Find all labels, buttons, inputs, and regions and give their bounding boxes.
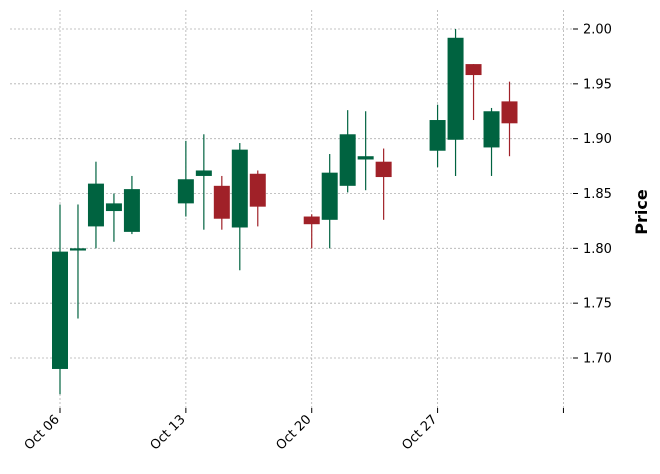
- candle-body-down: [465, 64, 482, 76]
- axis-layer: 1.70 1.75 1.80 1.85 1.90 1.95 2.00 Oct 06 Oct 13…: [22, 23, 612, 454]
- candle-body-up: [105, 203, 122, 212]
- candle-body-up: [357, 156, 374, 160]
- y-tick-label: 2.00: [583, 23, 612, 38]
- candle-body-up: [321, 172, 338, 220]
- y-tick-label: 1.70: [583, 352, 612, 367]
- candle-body-up: [195, 170, 212, 176]
- y-tick-label: 1.95: [583, 77, 612, 92]
- candle-body-up: [447, 37, 464, 140]
- y-tick-label: 1.90: [583, 132, 612, 147]
- x-tick-label: Oct 13: [148, 412, 189, 453]
- candle-body-up: [52, 251, 68, 369]
- y-tick-label: 1.85: [583, 187, 612, 202]
- candle-body-down: [213, 185, 230, 219]
- candle-body-down: [501, 101, 518, 124]
- candle-body-up: [339, 134, 356, 186]
- x-tick-label: Oct 06: [22, 412, 63, 453]
- candle-body-up: [177, 179, 194, 204]
- candle-body-up: [69, 248, 86, 251]
- candle-layer: [52, 29, 518, 395]
- candle-body-down: [303, 216, 320, 225]
- y-axis-label: Price: [632, 189, 651, 235]
- candle-body-up: [87, 183, 104, 227]
- candle-body-down: [375, 161, 392, 178]
- x-tick-label: Oct 27: [399, 412, 440, 453]
- candle-body-up: [483, 111, 500, 148]
- y-tick-label: 1.80: [583, 242, 612, 257]
- candle-body-up: [123, 189, 140, 232]
- candle-body-up: [429, 120, 446, 151]
- candle-body-up: [231, 149, 248, 228]
- y-tick-label: 1.75: [583, 297, 612, 312]
- candle-body-down: [249, 173, 266, 207]
- x-tick-label: Oct 20: [273, 412, 314, 453]
